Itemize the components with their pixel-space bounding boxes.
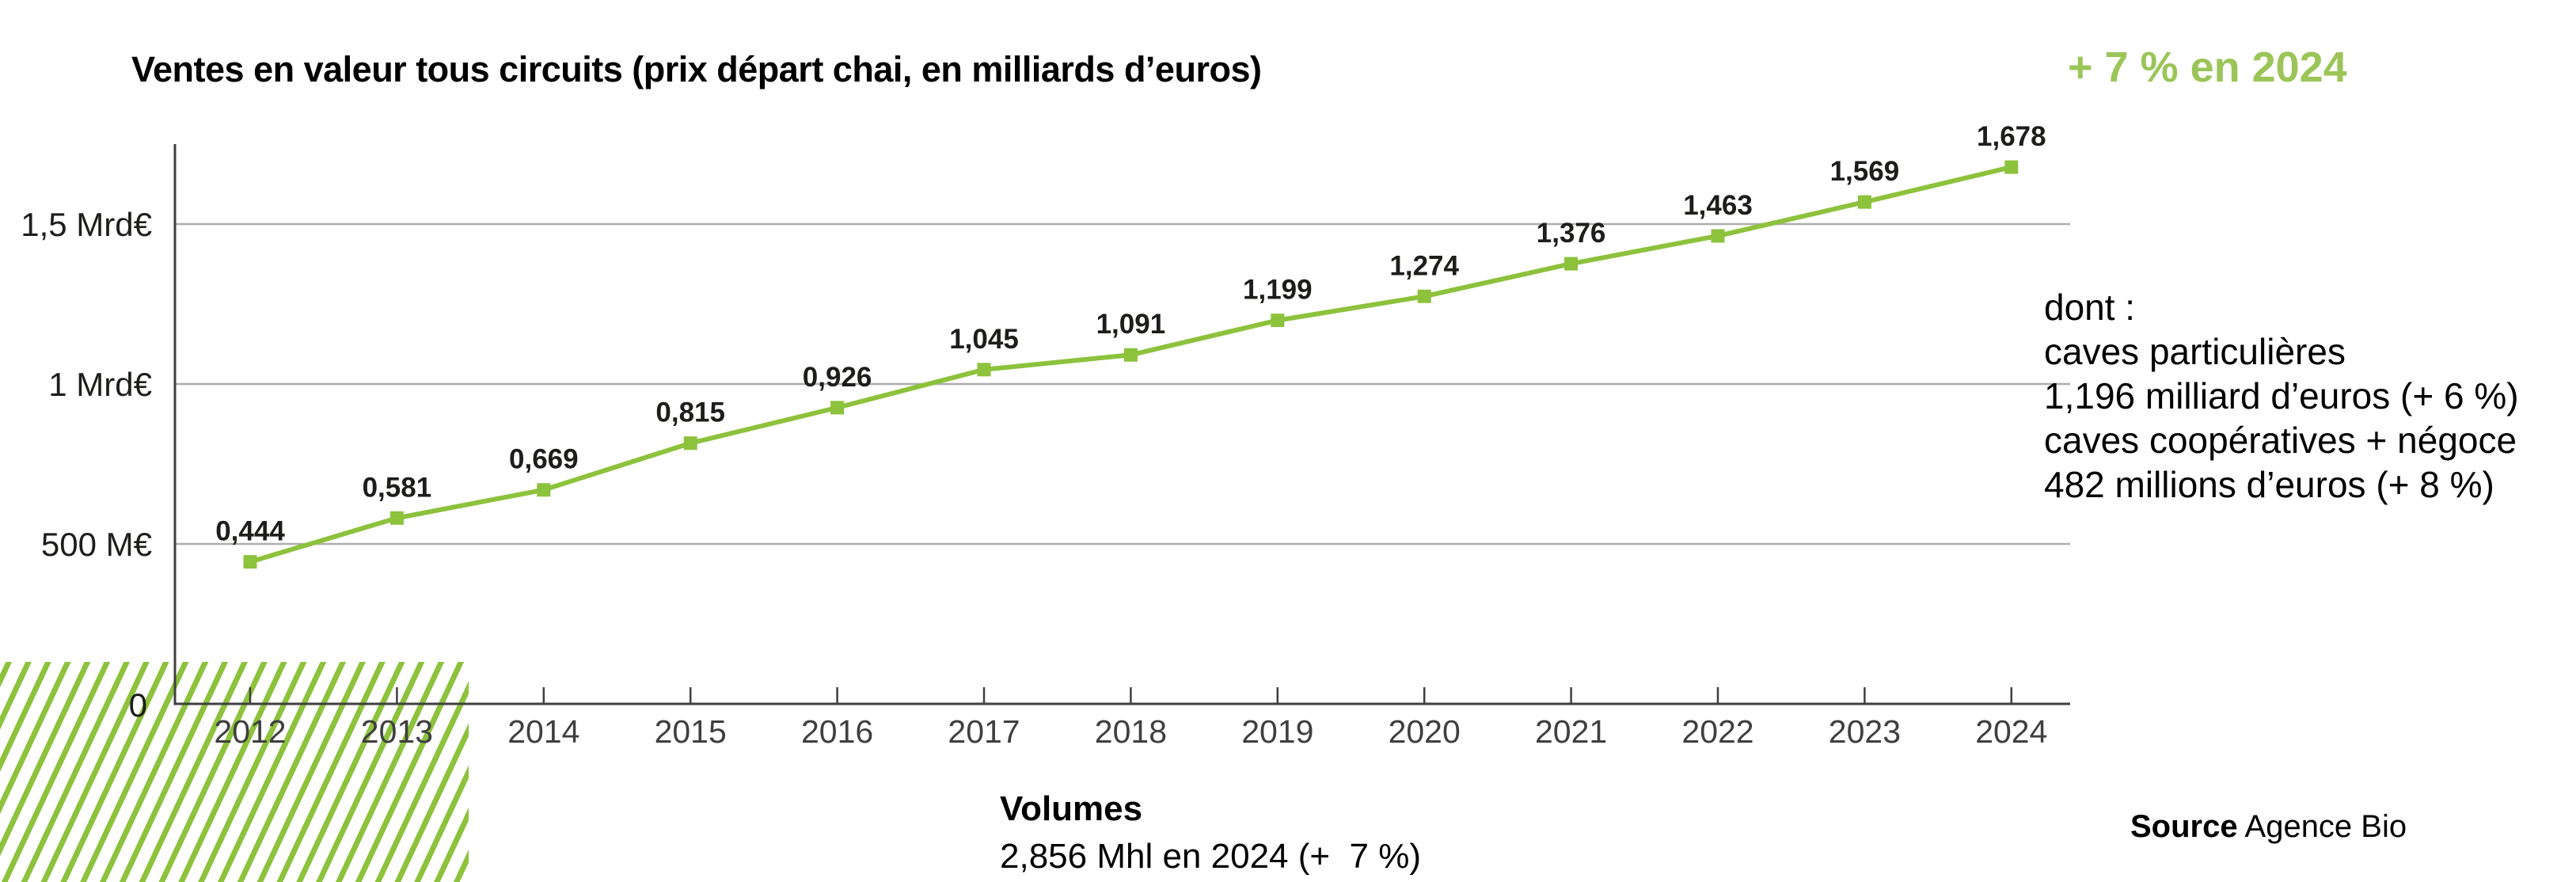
data-point-marker: [243, 555, 257, 569]
chart-title: Ventes en valeur tous circuits (prix dép…: [131, 49, 1262, 89]
data-point-label: 1,199: [1243, 275, 1313, 306]
year-label: 2013: [361, 713, 433, 750]
data-point-label: 1,463: [1683, 190, 1753, 221]
data-point-marker: [1417, 289, 1431, 303]
data-point-label: 0,444: [215, 516, 285, 547]
data-point-marker: [683, 436, 697, 451]
data-point-marker: [1564, 257, 1579, 271]
data-point-marker: [537, 483, 551, 497]
data-point-marker: [1711, 229, 1725, 243]
ytick-label: 500 M€: [41, 526, 152, 563]
year-label: 2023: [1829, 713, 1901, 750]
caves-cooperatives-note: caves coopératives + négoce 482 millions…: [2044, 418, 2519, 507]
year-label: 2021: [1535, 713, 1607, 750]
ytick-label: 1 Mrd€: [48, 366, 152, 403]
year-label: 2024: [1975, 713, 2047, 750]
year-label: 2014: [507, 713, 579, 750]
source-value: Agence Bio: [2244, 809, 2407, 844]
data-point-marker: [389, 511, 404, 525]
volumes-value: 2,856 Mhl en 2024 (+ 7 %): [1000, 837, 1421, 876]
growth-highlight: + 7 % en 2024: [2068, 44, 2347, 91]
data-point-marker: [977, 363, 991, 377]
hatched-area: [0, 662, 469, 882]
data-point-marker: [1271, 314, 1285, 328]
caves-particulieres-note: caves particulières 1,196 milliard d’eur…: [2044, 329, 2519, 418]
data-point-label: 1,569: [1830, 156, 1900, 187]
source-note: Source Agence Bio: [2130, 809, 2407, 845]
year-label: 2022: [1681, 713, 1753, 750]
data-point-label: 0,669: [509, 444, 579, 475]
data-point-label: 1,045: [949, 324, 1019, 355]
breakdown-annotation: dont : caves particulières 1,196 milliar…: [2044, 285, 2519, 507]
volumes-label: Volumes: [1000, 789, 1143, 828]
data-point-label: 0,815: [655, 397, 725, 428]
caves-cooperatives-label: caves coopératives + négoce: [2044, 420, 2517, 461]
caves-cooperatives-value: 482 millions d’euros (+ 8 %): [2044, 464, 2494, 505]
data-point-label: 0,581: [363, 472, 432, 503]
volumes-note: Volumes 2,856 Mhl en 2024 (+ 7 %): [1000, 785, 1421, 880]
year-label: 2018: [1095, 713, 1167, 750]
ytick-label: 1,5 Mrd€: [21, 206, 152, 243]
year-label: 2020: [1389, 713, 1461, 750]
year-label: 2019: [1241, 713, 1313, 750]
data-point-marker: [2004, 160, 2019, 174]
data-point-label: 1,376: [1537, 218, 1606, 249]
year-label: 2017: [948, 713, 1020, 750]
dont-label: dont :: [2044, 287, 2136, 328]
source-label: Source: [2130, 809, 2238, 844]
caves-particulieres-value: 1,196 milliard d’euros (+ 6 %): [2044, 375, 2519, 416]
data-point-label: 0,926: [803, 362, 872, 393]
year-label: 2016: [801, 713, 873, 750]
data-point-marker: [830, 401, 845, 415]
data-point-marker: [1857, 195, 1871, 209]
year-label: 2012: [214, 713, 286, 750]
year-label: 2015: [655, 713, 727, 750]
data-point-label: 1,091: [1096, 309, 1166, 340]
ytick-label: 0: [129, 686, 147, 724]
data-point-label: 1,274: [1389, 250, 1459, 281]
sales-line: [249, 165, 2012, 565]
data-point-label: 1,678: [1977, 121, 2046, 152]
caves-particulieres-label: caves particulières: [2044, 331, 2346, 372]
data-point-marker: [1123, 348, 1138, 362]
